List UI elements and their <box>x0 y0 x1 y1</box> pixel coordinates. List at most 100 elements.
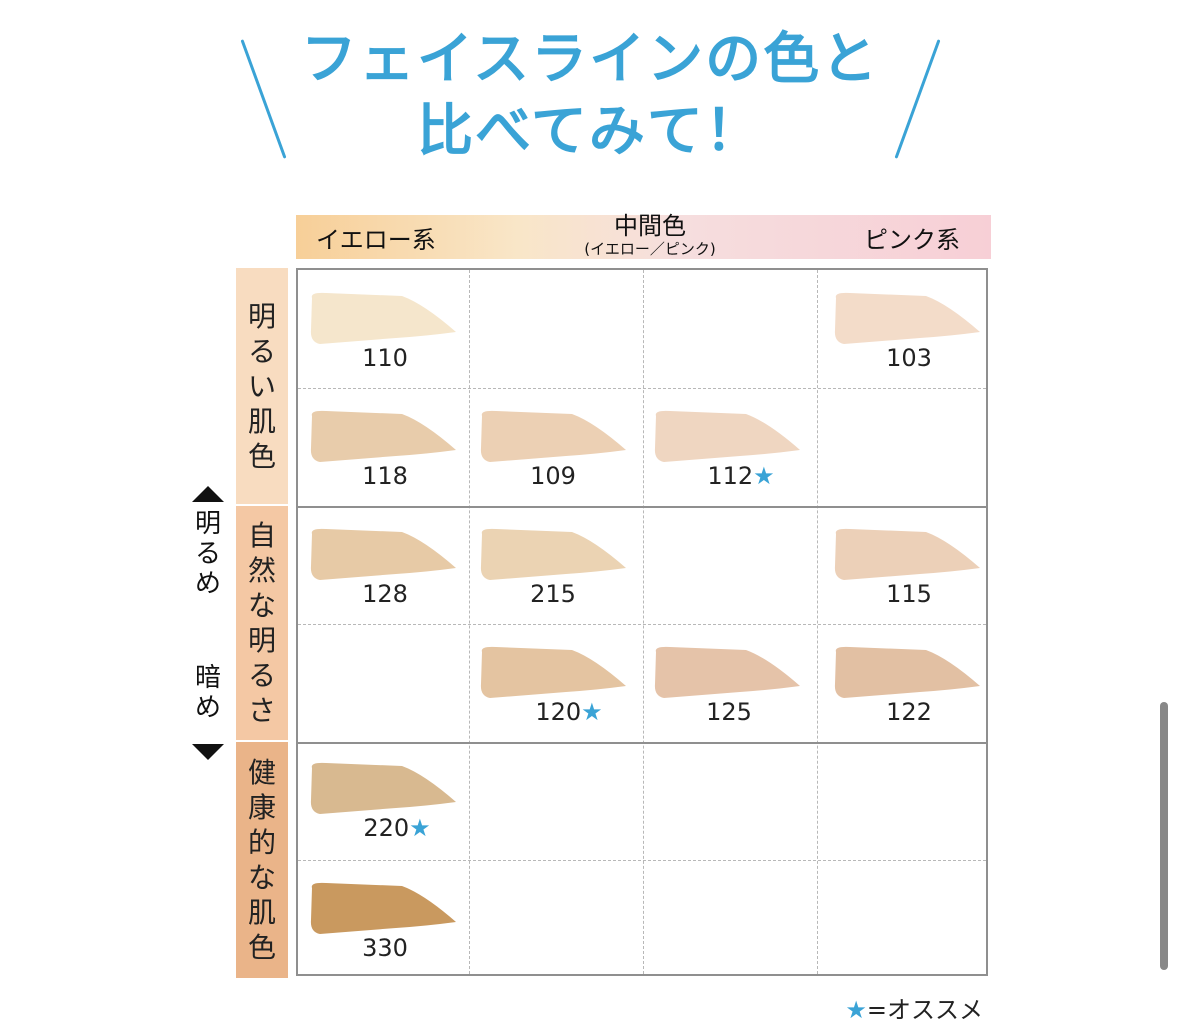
title-slash-right <box>894 39 941 159</box>
shade-swatch <box>654 410 800 462</box>
row-char: 的 <box>247 826 276 859</box>
axis-char: る <box>194 538 221 569</box>
shade-label: 112★ <box>666 464 816 488</box>
column-header-pink: ピンク系 <box>864 226 960 254</box>
grid-divider <box>298 742 986 744</box>
star-icon: ★ <box>409 814 431 842</box>
legend: ★=オススメ <box>845 990 983 1025</box>
grid-divider <box>298 624 986 625</box>
row-label-natural: 自 然 な 明 る さ <box>236 506 288 740</box>
axis-label-bright: 明 る め <box>188 509 228 600</box>
shade-code: 330 <box>362 934 408 962</box>
column-header-middle-sub: (イエロー／ピンク) <box>584 240 716 258</box>
row-char: 色 <box>247 931 276 964</box>
swatch-shape <box>310 410 456 462</box>
shade-code: 128 <box>362 580 408 608</box>
row-char: 明 <box>247 299 276 333</box>
shade-swatch <box>480 646 626 698</box>
shade-grid <box>296 268 988 976</box>
star-icon: ★ <box>845 996 867 1024</box>
swatch-shape <box>480 528 626 580</box>
row-char: 健 <box>247 756 276 789</box>
grid-divider <box>298 860 986 861</box>
shade-label: 120★ <box>494 700 644 724</box>
grid-divider <box>643 270 644 974</box>
shade-code: 110 <box>362 344 408 372</box>
row-char: さ <box>247 694 276 727</box>
shade-code: 125 <box>706 698 752 726</box>
shade-label: 103 <box>834 346 984 370</box>
shade-code: 112 <box>707 462 754 490</box>
row-char: 明 <box>247 624 276 657</box>
column-header-bar <box>296 215 991 259</box>
axis-char: 暗 <box>194 663 221 693</box>
shade-code: 115 <box>886 580 932 608</box>
row-char: 自 <box>247 519 276 552</box>
shade-swatch <box>480 528 626 580</box>
shade-swatch <box>310 762 456 814</box>
shade-swatch <box>834 528 980 580</box>
swatch-shape <box>654 410 800 462</box>
swatch-shape <box>834 528 980 580</box>
scrollbar[interactable] <box>1160 702 1168 970</box>
shade-label: 125 <box>654 700 804 724</box>
grid-divider <box>298 506 986 508</box>
swatch-shape <box>310 528 456 580</box>
row-char: 然 <box>247 554 276 587</box>
shade-code: 122 <box>886 698 932 726</box>
row-char: 色 <box>247 439 276 473</box>
grid-divider <box>469 270 470 974</box>
star-icon: ★ <box>581 698 603 726</box>
arrow-up-icon <box>192 486 224 502</box>
swatch-shape <box>310 292 456 344</box>
swatch-shape <box>480 646 626 698</box>
row-char: な <box>247 861 276 894</box>
legend-text: =オススメ <box>866 996 983 1024</box>
swatch-shape <box>834 292 980 344</box>
swatch-shape <box>310 882 456 934</box>
shade-code: 109 <box>530 462 576 490</box>
shade-code: 120 <box>535 698 582 726</box>
shade-swatch <box>654 646 800 698</box>
axis-label-dark: 暗 め <box>188 663 228 724</box>
shade-label: 215 <box>478 582 628 606</box>
page-title-line2: 比べてみて！ <box>417 99 763 164</box>
grid-divider <box>298 388 986 389</box>
arrow-down-icon <box>192 744 224 760</box>
shade-code: 220 <box>363 814 410 842</box>
page-title-line1: フェイスラインの色と <box>300 27 880 92</box>
shade-label: 118 <box>310 464 460 488</box>
shade-label: 115 <box>834 582 984 606</box>
shade-label: 330 <box>310 936 460 960</box>
row-label-healthy: 健 康 的 な 肌 色 <box>236 742 288 978</box>
swatch-shape <box>654 646 800 698</box>
axis-char: め <box>194 568 221 599</box>
shade-label: 110 <box>310 346 460 370</box>
row-label-bright: 明 る い 肌 色 <box>236 268 288 504</box>
shade-code: 215 <box>530 580 576 608</box>
shade-label: 122 <box>834 700 984 724</box>
swatch-shape <box>480 410 626 462</box>
swatch-shape <box>834 646 980 698</box>
shade-swatch <box>310 292 456 344</box>
row-char: な <box>247 589 276 622</box>
shade-label: 128 <box>310 582 460 606</box>
row-char: い <box>247 369 276 403</box>
shade-swatch <box>834 646 980 698</box>
axis-char: 明 <box>194 509 221 539</box>
row-char: る <box>247 334 276 368</box>
shade-label: 220★ <box>322 816 472 840</box>
row-char: 肌 <box>247 896 276 929</box>
shade-swatch <box>480 410 626 462</box>
shade-code: 103 <box>886 344 932 372</box>
title-slash-left <box>240 39 287 159</box>
row-char: 肌 <box>247 404 276 438</box>
shade-code: 118 <box>362 462 408 490</box>
column-header-middle: 中間色 <box>614 212 686 240</box>
grid-divider <box>817 270 818 974</box>
shade-swatch <box>310 882 456 934</box>
shade-swatch <box>310 528 456 580</box>
row-char: 康 <box>247 791 276 824</box>
column-header-yellow: イエロー系 <box>316 226 436 254</box>
swatch-shape <box>310 762 456 814</box>
